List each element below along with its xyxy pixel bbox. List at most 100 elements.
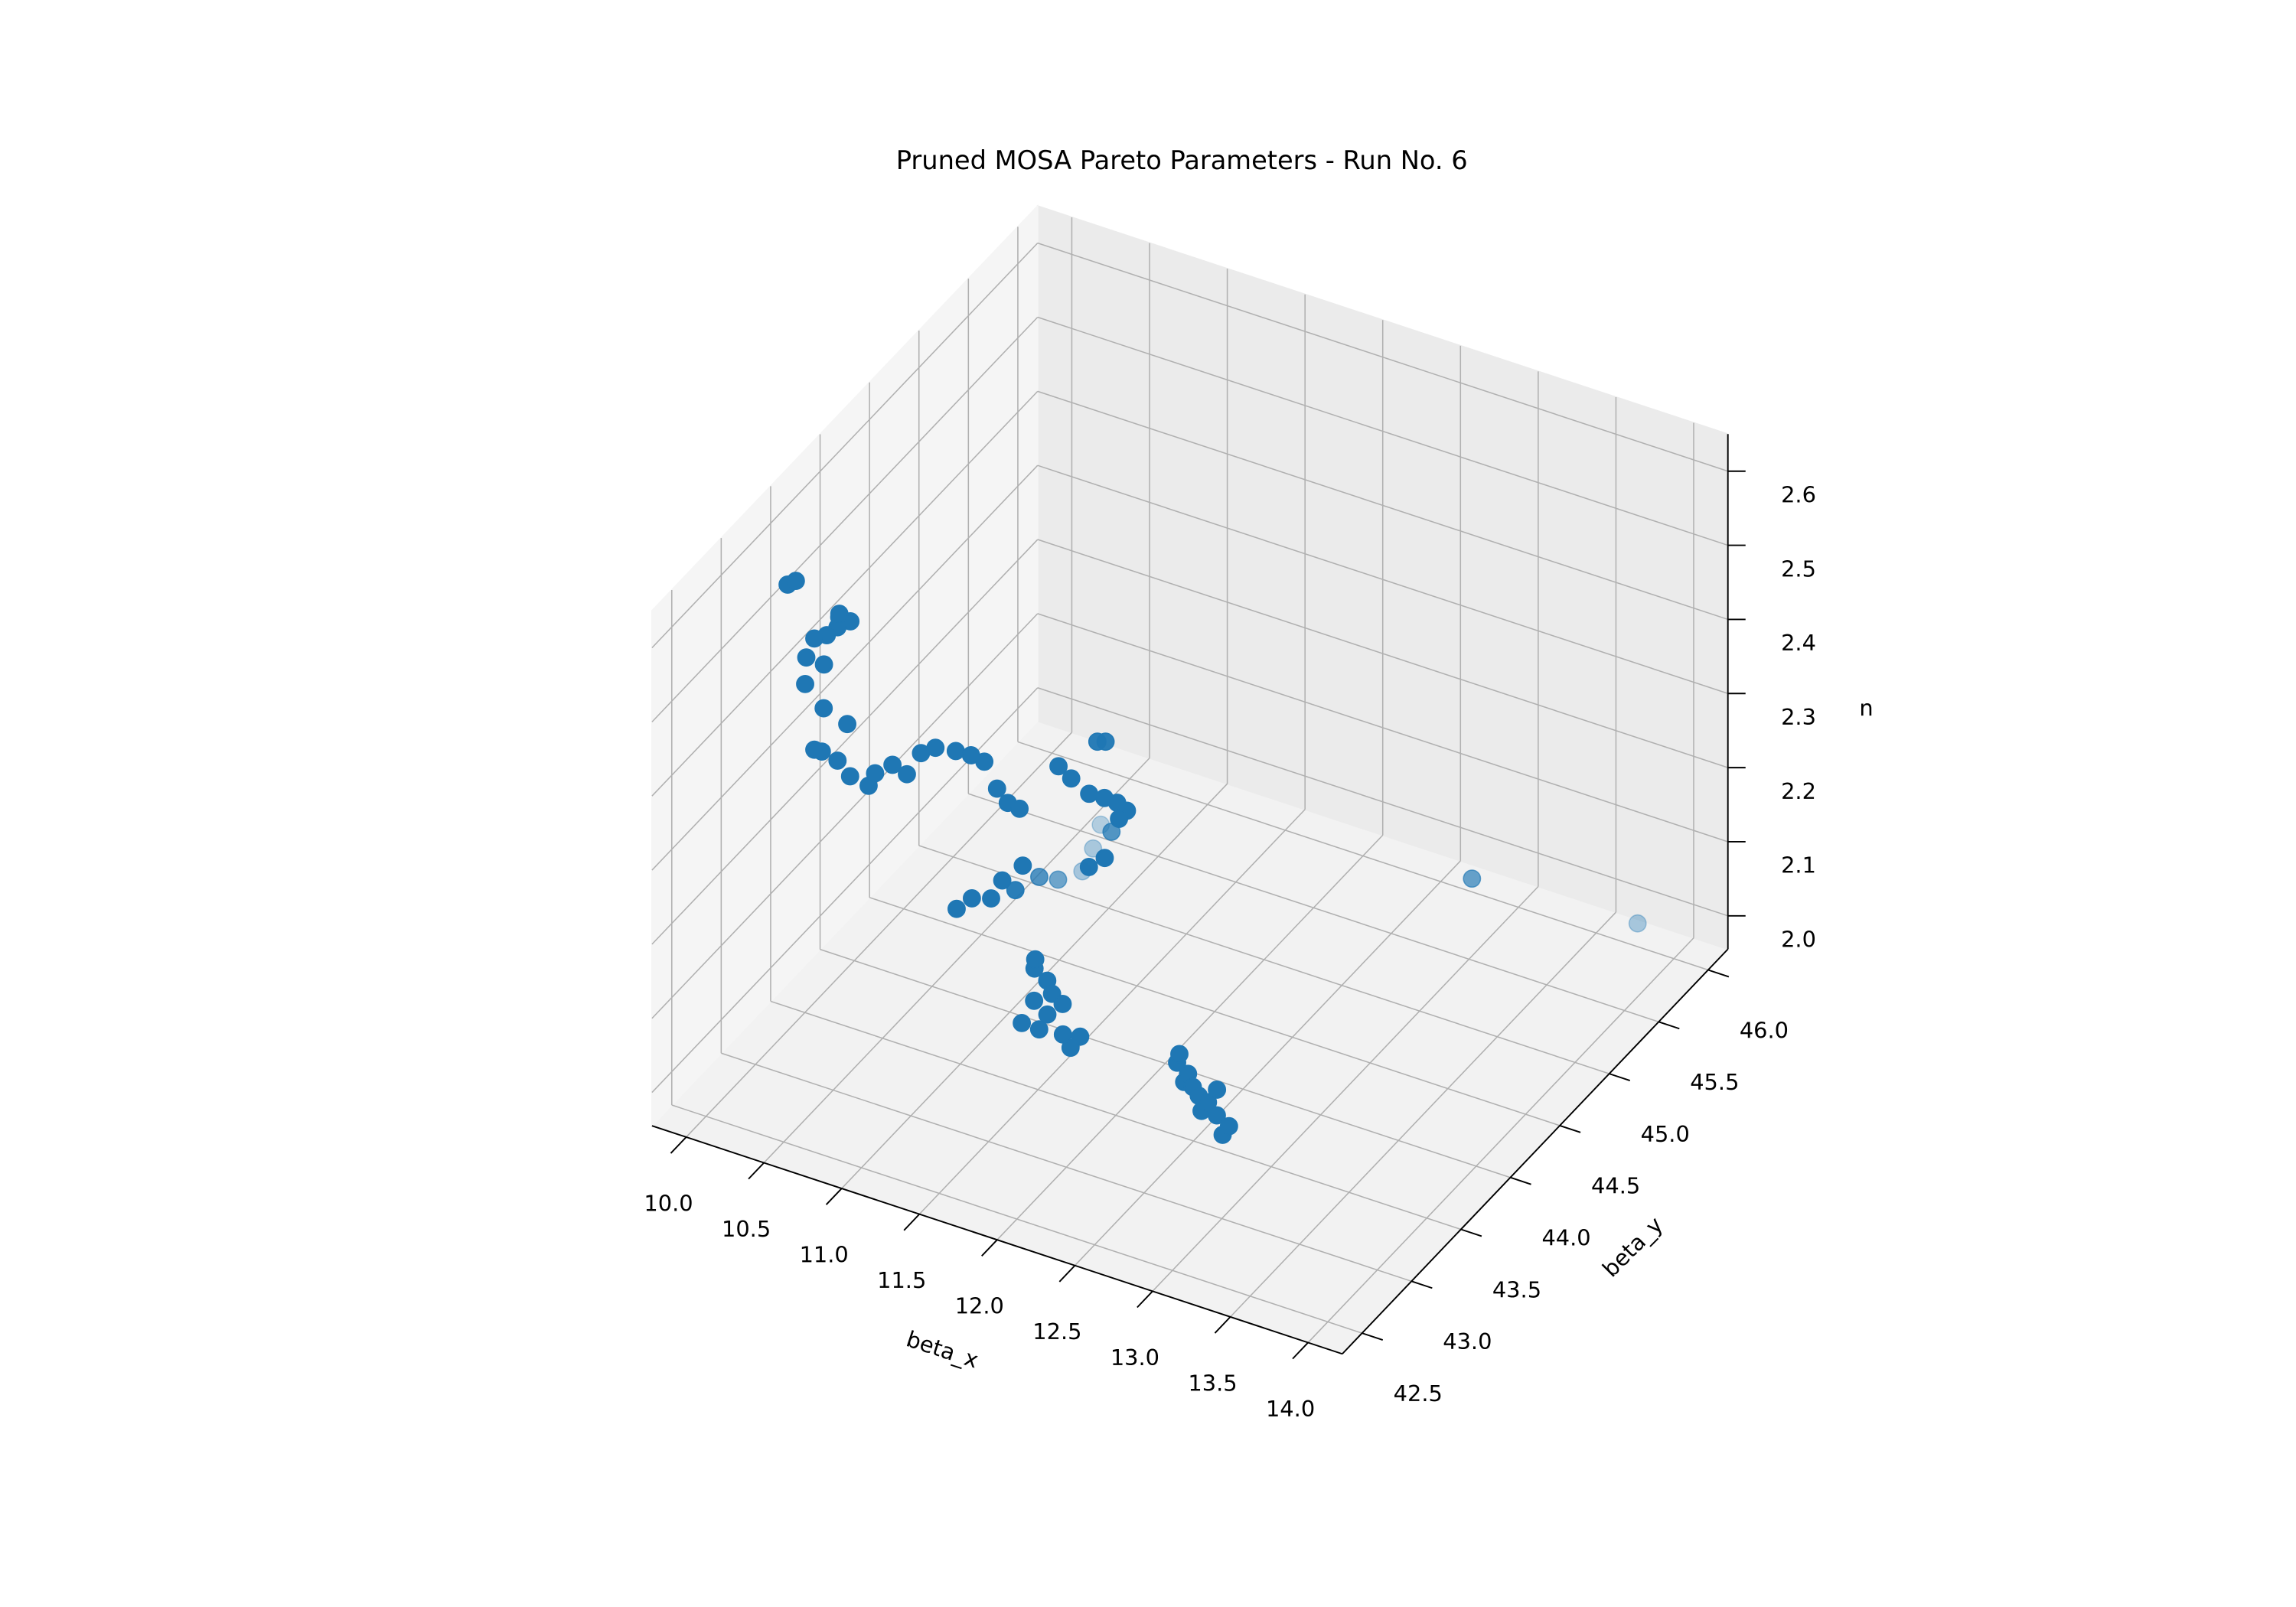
data-point (1010, 799, 1029, 818)
data-point (797, 648, 816, 667)
data-point (1029, 1020, 1049, 1039)
data-point (1463, 869, 1482, 888)
data-point (1038, 1005, 1057, 1024)
y-grid-line (869, 897, 1561, 1126)
z-grid-line (651, 316, 1039, 722)
data-point (1049, 757, 1068, 776)
data-point (838, 715, 856, 734)
data-point (805, 740, 823, 759)
data-point (1006, 881, 1025, 900)
grid (651, 217, 1728, 1343)
y-tick-label: 45.0 (1641, 1121, 1690, 1147)
data-point (796, 674, 814, 693)
data-point (947, 899, 966, 918)
data-point (1080, 784, 1099, 804)
y-axis-label: beta_y (1597, 1211, 1668, 1282)
data-point (1096, 732, 1115, 751)
data-point (1025, 991, 1044, 1010)
y-tick (1411, 1280, 1433, 1289)
data-point (982, 889, 1000, 908)
z-tick-label: 2.0 (1781, 926, 1816, 952)
z-axis-label: n (1859, 695, 1873, 721)
data-point (828, 751, 847, 770)
x-grid-line (1074, 860, 1461, 1266)
data-point (1095, 849, 1114, 868)
x-tick (748, 1162, 765, 1180)
z-grid-line (1037, 316, 1728, 546)
x-grid-line (1230, 911, 1616, 1318)
y-grid-line (721, 1052, 1412, 1283)
x-tick-label: 13.0 (1110, 1345, 1159, 1371)
x-tick (1058, 1265, 1076, 1283)
data-point (1073, 862, 1092, 881)
data-point (786, 572, 805, 591)
z-grid-line (1037, 686, 1728, 917)
data-point (866, 764, 885, 783)
y-axis-line (1342, 948, 1729, 1354)
x-tick-label: 10.0 (644, 1190, 693, 1216)
x-tick-label: 10.5 (722, 1216, 771, 1242)
y-tick-label: 44.0 (1541, 1224, 1590, 1250)
z-grid-line (651, 539, 1039, 945)
x-tick (1214, 1316, 1231, 1334)
data-point (830, 605, 849, 624)
x-axis-line (651, 1125, 1343, 1355)
data-point (1053, 995, 1072, 1013)
y-tick (1658, 1021, 1680, 1030)
x-grid-line (763, 758, 1150, 1164)
z-grid-line (1037, 539, 1728, 768)
left-pane (651, 204, 1039, 1128)
data-point (946, 742, 965, 761)
x-tick (1137, 1290, 1153, 1309)
data-point (814, 655, 833, 674)
y-tick-label: 45.5 (1690, 1069, 1739, 1095)
y-tick (1559, 1124, 1581, 1133)
x-tick (981, 1239, 998, 1257)
z-tick-label: 2.3 (1781, 704, 1816, 730)
data-point (1071, 1027, 1090, 1046)
x-axis-label: beta_x (903, 1325, 981, 1373)
data-point (1062, 769, 1081, 788)
x-tick-label: 13.5 (1188, 1370, 1237, 1396)
z-grid-line (651, 613, 1039, 1019)
z-grid-line (651, 390, 1039, 797)
data-point (840, 767, 859, 786)
data-point (962, 888, 981, 908)
data-point (1208, 1081, 1227, 1099)
chart-title: Pruned MOSA Pareto Parameters - Run No. … (896, 145, 1468, 175)
y-grid-line (770, 1000, 1462, 1231)
z-tick-label: 2.2 (1781, 778, 1816, 804)
y-tick (1609, 1073, 1631, 1081)
y-tick (1510, 1176, 1531, 1185)
y-tick (1707, 969, 1730, 978)
z-grid-line (1037, 464, 1728, 694)
z-grid-line (1037, 242, 1728, 472)
z-grid-line (651, 243, 1039, 649)
x-tick-label: 11.0 (800, 1242, 849, 1268)
x-tick-label: 12.5 (1032, 1319, 1081, 1345)
data-point (883, 755, 902, 774)
data-point (1199, 1093, 1218, 1112)
x-grid-line (918, 809, 1306, 1215)
data-point (975, 752, 994, 771)
data-point (993, 871, 1012, 890)
data-point (814, 699, 833, 718)
data-point (1013, 856, 1032, 875)
x-grid-line (996, 834, 1384, 1240)
y-grid-line (968, 793, 1659, 1023)
data-point (1084, 839, 1103, 858)
y-grid-line (1017, 741, 1709, 971)
y-tick (1362, 1332, 1384, 1341)
data-point (1030, 868, 1049, 886)
z-grid-line (651, 464, 1039, 871)
x-tick-label: 11.5 (877, 1267, 926, 1293)
data-point (1170, 1045, 1189, 1064)
x-tick (825, 1188, 843, 1205)
data-point (1091, 815, 1110, 834)
axes: 10.0 10.5 11.0 11.5 12.0 12.5 13.0 13.5 14.0 42.5… (644, 434, 1816, 1422)
data-point (987, 779, 1006, 798)
z-tick-label: 2.1 (1781, 852, 1816, 878)
x-grid-line (1152, 885, 1539, 1292)
